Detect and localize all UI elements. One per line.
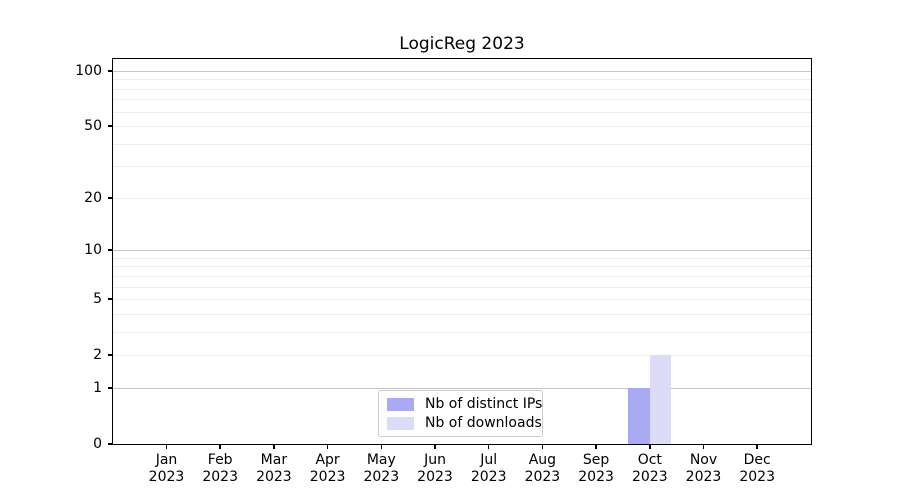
gridline-major (113, 250, 811, 252)
x-tick-year: 2023 (202, 469, 238, 485)
x-tick-label: Jun 2023 (403, 452, 467, 486)
y-tick-mark (108, 354, 113, 356)
x-tick-month: Mar (260, 452, 288, 468)
gridline-minor (113, 331, 811, 333)
legend: Nb of distinct IPs Nb of downloads (378, 390, 543, 437)
x-tick-month: Dec (743, 452, 771, 468)
gridline-minor (113, 286, 811, 288)
y-tick-mark (108, 298, 113, 300)
x-tick-mark (649, 444, 651, 449)
y-tick-mark (108, 387, 113, 389)
x-tick-mark (487, 444, 490, 449)
x-tick-mark (434, 444, 436, 449)
gridline-minor (113, 275, 811, 277)
x-tick-label: Jul 2023 (457, 452, 521, 486)
x-tick-label: Oct 2023 (618, 452, 682, 486)
x-tick-month: Jul (480, 452, 498, 468)
x-tick-label: Nov 2023 (672, 452, 736, 486)
x-tick-label: Dec 2023 (725, 452, 789, 486)
gridline-minor (113, 197, 811, 199)
bar-distinct-ips-oct (628, 388, 650, 444)
y-tick-label: 100 (75, 62, 102, 79)
y-tick-label: 1 (93, 380, 102, 396)
legend-label-distinct-ips: Nb of distinct IPs (425, 396, 543, 412)
gridline-minor (113, 266, 811, 268)
legend-swatch-downloads (387, 416, 414, 430)
x-tick-year: 2023 (148, 469, 185, 485)
gridline-minor (113, 313, 811, 315)
x-tick-mark (595, 444, 597, 449)
x-tick-year: 2023 (309, 469, 346, 485)
x-tick-month: Feb (207, 452, 233, 468)
y-tick-label: 2 (93, 347, 102, 364)
x-tick-mark (326, 444, 329, 449)
x-tick-year: 2023 (524, 469, 561, 485)
gridline-minor (113, 99, 811, 101)
x-tick-label: Aug 2023 (510, 452, 574, 486)
y-tick-label: 50 (84, 118, 102, 135)
legend-swatch-distinct-ips (387, 397, 414, 411)
x-tick-label: Mar 2023 (242, 452, 306, 486)
chart-title: LogicReg 2023 (399, 34, 525, 54)
x-tick-year: 2023 (256, 469, 292, 485)
x-tick-month: Nov (689, 452, 718, 468)
x-tick-year: 2023 (739, 469, 775, 485)
x-tick-mark (380, 444, 383, 449)
x-tick-label: Sep 2023 (564, 452, 628, 486)
bar-downloads-oct (649, 355, 672, 444)
x-tick-year: 2023 (363, 469, 400, 485)
y-tick-label: 10 (84, 242, 102, 259)
y-tick-mark (108, 197, 113, 199)
x-tick-mark (273, 444, 275, 449)
gridline-major (113, 70, 811, 72)
y-tick-label: 20 (84, 189, 102, 206)
legend-item-downloads: Nb of downloads (387, 415, 542, 431)
y-tick-label: 0 (93, 436, 102, 452)
x-tick-month: Jan (155, 452, 178, 468)
plot-area (113, 59, 811, 444)
gridline-minor (113, 355, 811, 357)
gridline-minor (113, 111, 811, 113)
x-tick-label: Apr 2023 (296, 452, 360, 486)
x-tick-mark (702, 444, 705, 449)
x-tick-month: Oct (637, 452, 662, 468)
gridline-minor (113, 88, 811, 90)
x-tick-mark (541, 444, 544, 449)
legend-label-downloads: Nb of downloads (425, 415, 542, 431)
y-tick-mark (108, 125, 113, 127)
x-tick-year: 2023 (685, 469, 722, 485)
x-tick-mark (165, 444, 168, 449)
x-tick-year: 2023 (578, 469, 614, 485)
legend-item-distinct-ips: Nb of distinct IPs (387, 396, 542, 412)
y-tick-mark (108, 443, 113, 445)
y-tick-label: 5 (93, 291, 102, 308)
x-tick-month: May (366, 452, 396, 468)
x-tick-label: Jan 2023 (135, 452, 199, 486)
x-tick-month: Jun (424, 452, 446, 468)
x-tick-label: May 2023 (349, 452, 413, 486)
x-tick-label: Feb 2023 (188, 452, 252, 486)
gridline-minor (113, 79, 811, 81)
x-tick-month: Aug (528, 452, 557, 468)
y-tick-mark (108, 70, 113, 72)
x-tick-year: 2023 (417, 469, 453, 485)
x-tick-year: 2023 (470, 469, 507, 485)
gridline-minor (113, 257, 811, 259)
gridline-major (113, 388, 811, 389)
x-tick-month: Apr (315, 452, 340, 468)
gridline-minor (113, 143, 811, 145)
gridline-minor (113, 299, 811, 301)
gridline-minor (113, 126, 811, 128)
x-tick-year: 2023 (631, 469, 668, 485)
x-tick-month: Sep (582, 452, 610, 468)
x-tick-mark (756, 444, 758, 449)
y-tick-mark (108, 249, 113, 251)
gridline-minor (113, 166, 811, 168)
x-tick-mark (219, 444, 221, 449)
